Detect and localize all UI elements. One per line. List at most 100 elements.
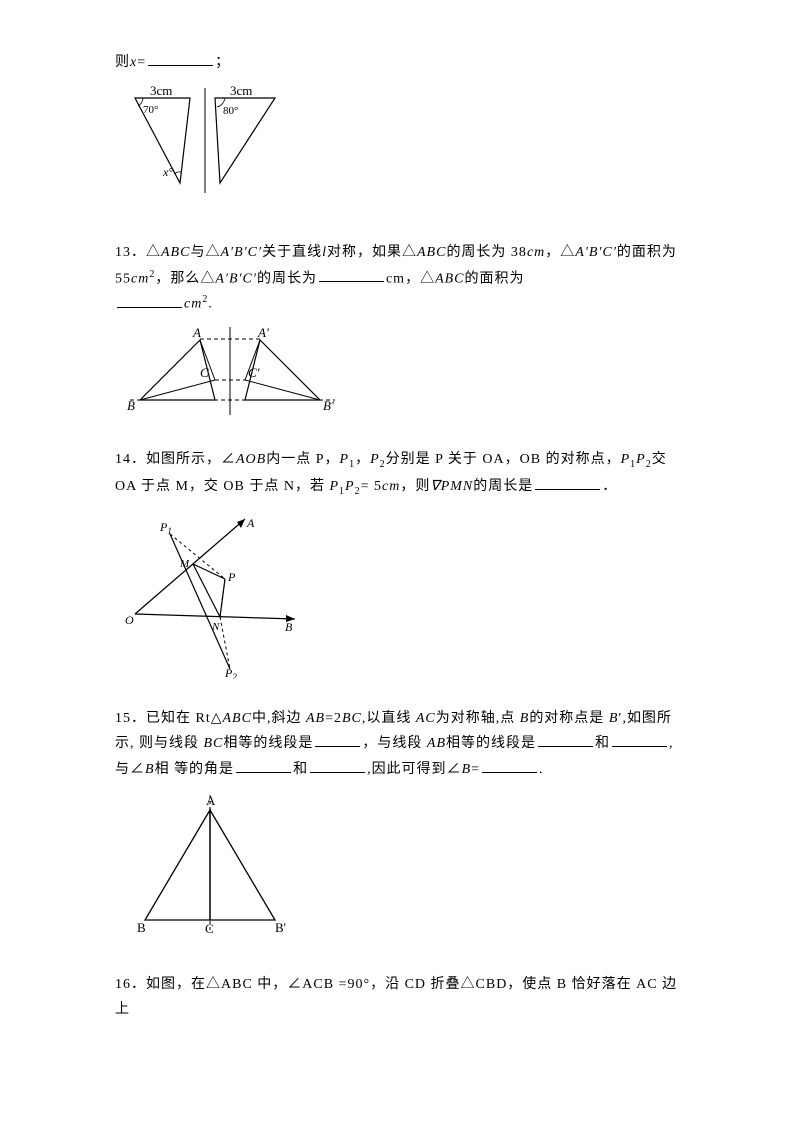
q15-t10: ，与线段 <box>362 736 427 751</box>
svg-text:P1: P1 <box>159 520 172 536</box>
q13-t5: 的周长为 38 <box>446 245 527 260</box>
q15-t3: =2 <box>325 711 342 726</box>
q14-figure: P1 A M P O N B P2 <box>115 509 679 688</box>
q13-abc4: A′B′C′ <box>575 245 617 260</box>
q15-ab2: AB <box>427 736 446 751</box>
q14-fP: P <box>227 570 236 584</box>
q15-t5: 为对称轴,点 <box>436 711 520 726</box>
q15-t1: 已知在 Rt△ <box>146 711 223 726</box>
q14-fA: A <box>246 516 255 530</box>
q13-Cp: C' <box>248 365 260 380</box>
q14-t4: 分别是 P 关于 OA，OB 的对称点， <box>386 452 621 467</box>
q14-fO: O <box>125 613 134 627</box>
q13-abc2: A′B′C′ <box>220 245 262 260</box>
q15-bc2: BC <box>204 736 224 751</box>
q15-abc: ABC <box>223 711 252 726</box>
q14-eq5: = 5 <box>361 479 382 494</box>
q13-t9: 的周长为 <box>257 271 317 286</box>
q14-cm: cm <box>382 479 400 494</box>
q16-num: 16． <box>115 977 146 992</box>
q14-fP2s: 2 <box>232 672 237 679</box>
svg-text:P2: P2 <box>224 666 237 679</box>
q13-unit1: cm，△ <box>386 271 435 286</box>
q15-beq: B <box>462 762 472 777</box>
q14-t8: 的周长是 <box>473 479 533 494</box>
q14-aob: AOB <box>236 452 266 467</box>
q15-b: B <box>520 711 530 726</box>
q15-figure: A B C B' <box>115 790 679 954</box>
q14-fB: B <box>285 620 293 634</box>
q12-left-top: 3cm <box>150 83 172 98</box>
q14-t1: 如图所示，∠ <box>146 452 236 467</box>
q14-t6: 于点 M，交 OB 于点 N，若 <box>141 479 330 494</box>
q12-eq: = <box>137 55 146 70</box>
q14-ppa: P <box>329 479 339 494</box>
q15-b2: B <box>145 762 155 777</box>
q15-t4: ,以直线 <box>362 711 416 726</box>
q12-right-top: 3cm <box>230 83 252 98</box>
q15-fA: A <box>206 793 216 808</box>
q13-t8: ，那么△ <box>155 271 215 286</box>
q14-t7: ，则 <box>400 479 430 494</box>
q13-t4: 对称，如果△ <box>327 245 417 260</box>
q15-t11: 相等的线段是 <box>446 736 536 751</box>
q14-ppb: P <box>345 479 355 494</box>
q14-fP1s: 1 <box>167 526 172 536</box>
q12-blank <box>148 65 213 66</box>
q14-period: ． <box>602 479 617 494</box>
q15-t9: 相等的线段是 <box>223 736 313 751</box>
q13-C: C <box>200 365 209 380</box>
q12-left-ang: 70° <box>143 104 158 116</box>
q15-blank3 <box>612 746 667 747</box>
q15-t8: 则与线段 <box>139 736 204 751</box>
q14-blank <box>535 489 600 490</box>
q15-blank5 <box>310 772 365 773</box>
q14-fN: N <box>211 621 220 633</box>
q13-t2: 与△ <box>190 245 220 260</box>
q14-p2: P <box>370 452 380 467</box>
q15-t15: ,因此可得到∠ <box>367 762 462 777</box>
q14-t2: 内一点 P， <box>266 452 339 467</box>
q13-B: B <box>127 398 135 413</box>
q15-t16: = <box>471 762 480 777</box>
q16-t1: 如图，在△ABC 中，∠ACB =90°，沿 CD 折叠△CBD，使点 B 恰好… <box>115 977 677 1017</box>
q14-t3: ， <box>355 452 370 467</box>
q13-cm1: cm <box>527 245 545 260</box>
q15-bp: B <box>609 711 619 726</box>
q12-prefix: 则 <box>115 55 130 70</box>
q13-num: 13． <box>115 245 146 260</box>
q13-figure: A A' C C' B B' <box>115 325 679 429</box>
q15-period: . <box>539 762 544 777</box>
q15-fC: C <box>205 921 214 936</box>
q15-and1: 和 <box>595 736 610 751</box>
q13-abc1: ABC <box>161 245 190 260</box>
q13-blank2 <box>117 307 182 308</box>
q13-cm2: cm <box>131 271 149 286</box>
q13-t6: ，△ <box>545 245 575 260</box>
q15-blank1 <box>315 746 360 747</box>
q15-t2: 中,斜边 <box>252 711 306 726</box>
q12-figure: 3cm 70° x° 3cm 80° <box>115 83 679 222</box>
q14-text: 14．如图所示，∠AOB内一点 P，P1，P2分别是 P 关于 OA，OB 的对… <box>115 447 679 501</box>
q13-Ap: A' <box>257 325 269 340</box>
q15-bc: BC <box>342 711 362 726</box>
q14-pp1: P <box>621 452 631 467</box>
q14-fM: M <box>179 558 190 570</box>
q14-p1: P <box>340 452 350 467</box>
q15-fBp: B' <box>275 920 286 935</box>
q12-x: x° <box>162 165 173 179</box>
q13-cm3: cm <box>184 297 202 312</box>
q15-blank6 <box>482 772 537 773</box>
q16-text: 16．如图，在△ABC 中，∠ACB =90°，沿 CD 折叠△CBD，使点 B… <box>115 972 679 1022</box>
q13-Bp: B' <box>323 398 334 413</box>
q15-and2: 和 <box>293 762 308 777</box>
q15-blank4 <box>236 772 291 773</box>
q15-num: 15． <box>115 711 146 726</box>
q13-t1: △ <box>146 245 161 260</box>
q15-t14: 等的角是 <box>174 762 234 777</box>
q13-period: . <box>208 297 213 312</box>
q15-t6: 的对称点是 <box>529 711 609 726</box>
q15-t13: 相 <box>155 762 170 777</box>
q15-ac: AC <box>416 711 436 726</box>
q13-abc6: ABC <box>435 271 464 286</box>
